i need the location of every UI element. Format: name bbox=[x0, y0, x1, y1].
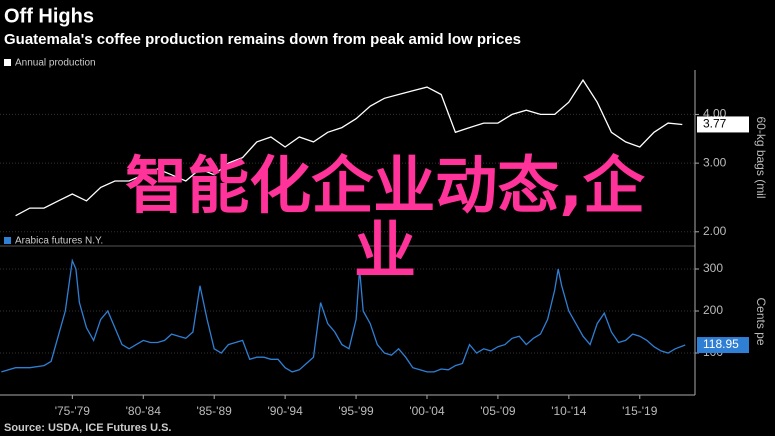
end-label: 3.77 bbox=[703, 117, 727, 131]
x-tick-label: '85-'89 bbox=[197, 404, 233, 418]
x-tick-label: '75-'79 bbox=[55, 404, 91, 418]
y-axis-label: Cents pe bbox=[754, 297, 768, 345]
subtitle: Guatemala's coffee production remains do… bbox=[4, 31, 521, 48]
end-label: 118.95 bbox=[703, 337, 739, 351]
x-tick-label: '05-'09 bbox=[480, 404, 516, 418]
series-line bbox=[1, 258, 686, 373]
legend-label: Arabica futures N.Y. bbox=[15, 236, 103, 247]
end-label-box bbox=[697, 116, 749, 133]
y-tick-label: 200 bbox=[703, 303, 723, 317]
x-tick-label: '15-'19 bbox=[622, 404, 658, 418]
legend-swatch bbox=[4, 237, 11, 244]
overlay-text: 智能化企业动态,企 bbox=[125, 149, 646, 222]
title: Off Highs bbox=[4, 5, 94, 27]
end-label-box bbox=[697, 337, 749, 354]
source: Source: USDA, ICE Futures U.S. bbox=[4, 422, 171, 434]
y-tick-label: 2.00 bbox=[703, 224, 727, 238]
series-line bbox=[15, 78, 683, 217]
y-tick-label: 3.00 bbox=[703, 155, 727, 169]
legend-swatch bbox=[4, 59, 11, 66]
x-tick-label: '95-'99 bbox=[338, 404, 374, 418]
y-axis-label: 60-kg bags (mil bbox=[754, 116, 768, 198]
x-tick-label: '10-'14 bbox=[551, 404, 587, 418]
y-tick-label: 300 bbox=[703, 261, 723, 275]
x-tick-label: '00-'04 bbox=[409, 404, 445, 418]
overlay-text: 业 bbox=[354, 214, 416, 287]
x-tick-label: '80-'84 bbox=[126, 404, 162, 418]
x-tick-label: '90-'94 bbox=[267, 404, 303, 418]
legend-label: Annual production bbox=[15, 58, 96, 69]
